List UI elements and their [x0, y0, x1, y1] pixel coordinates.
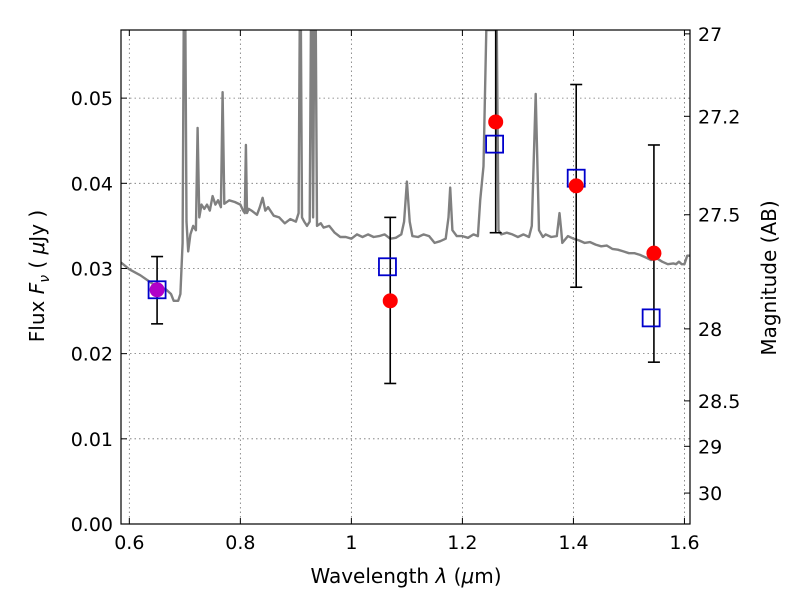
x-axis-label: Wavelength λ (μm): [310, 564, 501, 588]
measurement-point: [568, 178, 584, 194]
y-tick-label: 0.04: [71, 173, 113, 195]
spectrum-line: [121, 30, 690, 302]
plot-frame: [120, 29, 691, 525]
y-tick-label: 0.03: [71, 258, 113, 280]
model-point-square: [641, 308, 661, 328]
mag-tick-label: 28.5: [698, 391, 740, 413]
mag-tick-label: 27.5: [698, 205, 740, 227]
measurement-point: [382, 293, 398, 309]
mag-tick-label: 27: [698, 24, 722, 46]
measurement-point: [646, 245, 662, 261]
x-tick-label: 0.6: [114, 532, 144, 554]
y-tick-label: 0.00: [71, 514, 113, 536]
x-tick-label: 0.8: [225, 532, 255, 554]
x-tick-label: 1: [345, 532, 357, 554]
x-tick-label: 1.2: [447, 532, 477, 554]
x-tick-label: 1.4: [558, 532, 588, 554]
axis-ticks: 0.6 0.8 1 1.2 1.4 1.6 0.00 0.01 0.02 0.03 0.04 0.05…: [71, 24, 741, 554]
mag-tick-label: 29: [698, 436, 722, 458]
y-axis-left-label: Flux Fν ( μJy ): [25, 210, 53, 342]
model-point-square: [485, 134, 504, 154]
model-point-square: [147, 280, 167, 300]
measurement-point: [149, 282, 165, 298]
mag-tick-label: 27.2: [698, 106, 740, 128]
mag-tick-label: 28: [698, 319, 722, 341]
y-tick-label: 0.02: [71, 344, 113, 366]
y-tick-label: 0.05: [71, 88, 113, 110]
model-point-square: [378, 257, 397, 277]
mag-tick-label: 30: [698, 483, 722, 505]
y-tick-label: 0.01: [71, 429, 113, 451]
x-tick-label: 1.6: [669, 532, 699, 554]
y-axis-right-label: Magnitude (AB): [757, 200, 781, 355]
plot-area: [121, 30, 690, 385]
measurement-point: [488, 114, 504, 130]
